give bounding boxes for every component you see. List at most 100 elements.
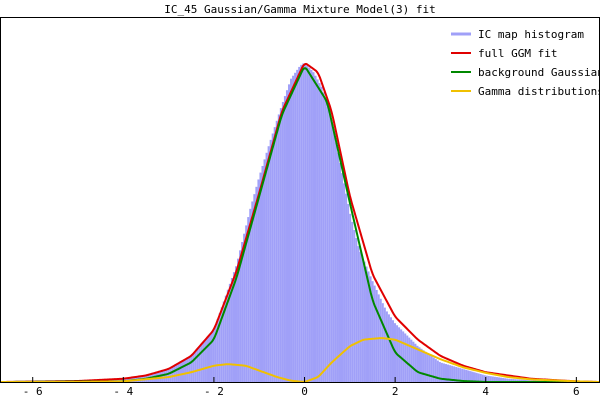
histogram-bar — [334, 142, 337, 382]
histogram-bar — [424, 351, 427, 382]
histogram-bar — [277, 114, 280, 382]
histogram-bar — [463, 369, 466, 382]
histogram-bar — [371, 281, 374, 382]
histogram-bar — [483, 375, 486, 382]
histogram-bar — [167, 368, 170, 382]
histogram-bar — [416, 345, 419, 382]
histogram-bar — [412, 341, 415, 382]
histogram-bar — [522, 379, 525, 382]
histogram-bar — [451, 365, 454, 382]
histogram-bar — [232, 272, 235, 382]
histogram-bar — [359, 251, 362, 382]
histogram-bar — [324, 99, 327, 382]
histogram-bar — [214, 324, 217, 382]
x-axis: - 6 - 4 - 2 0 2 4 6 — [23, 377, 580, 398]
x-tick-label: 6 — [573, 385, 580, 398]
series-line-full-ggm-fit — [0, 62, 600, 383]
histogram-bar — [455, 366, 458, 382]
histogram-bar — [224, 295, 227, 382]
histogram-bar — [347, 203, 350, 382]
histogram-bar — [186, 358, 189, 382]
histogram-bar — [381, 303, 384, 382]
histogram-bar — [179, 361, 182, 382]
histogram-bar — [275, 120, 278, 382]
histogram-bar — [316, 79, 319, 383]
histogram-bar — [226, 289, 229, 382]
histogram-bar — [353, 229, 356, 382]
histogram-bar — [338, 162, 341, 382]
x-tick-label: 4 — [482, 385, 489, 398]
histogram-bar — [481, 374, 484, 382]
histogram-bar — [249, 208, 252, 382]
histogram-bar — [290, 78, 293, 382]
histogram-bar — [283, 96, 286, 382]
histogram-bar — [204, 339, 207, 382]
legend-entry: IC map histogram — [451, 28, 584, 41]
histogram-bar — [202, 341, 205, 382]
histogram-bar — [426, 353, 429, 382]
histogram-bar — [489, 376, 492, 382]
x-tick-label: - 4 — [113, 385, 133, 398]
histogram-bar — [436, 360, 439, 382]
histogram-bar — [385, 311, 388, 382]
legend-entry: Gamma distributions — [451, 85, 600, 98]
histogram-bar — [422, 350, 425, 382]
histogram-bar — [269, 139, 272, 382]
histogram-bar — [267, 146, 270, 382]
histogram-bar — [322, 92, 325, 383]
histogram-bar — [495, 377, 498, 382]
histogram-bar — [222, 301, 225, 382]
plot-area — [0, 62, 600, 383]
histogram-bar — [237, 258, 240, 382]
histogram-bar — [369, 276, 372, 382]
histogram-bar — [418, 347, 421, 382]
histogram-bar — [345, 193, 348, 382]
histogram-bar — [271, 133, 274, 382]
histogram-bar — [518, 379, 521, 382]
histogram-bar — [241, 242, 244, 382]
histogram-bar — [332, 132, 335, 382]
histogram-bar — [510, 378, 513, 382]
chart-title: IC_45 Gaussian/Gamma Mixture Model(3) fi… — [164, 3, 436, 16]
histogram-bar — [298, 66, 301, 383]
histogram-bar — [161, 370, 164, 382]
histogram-bar — [212, 330, 215, 382]
histogram-bar — [341, 173, 344, 382]
histogram-bar — [343, 183, 346, 382]
histogram-bar — [328, 114, 331, 383]
histogram-bar — [438, 362, 441, 382]
histogram-bar — [351, 221, 354, 382]
histogram-bar — [473, 372, 476, 382]
histogram-bar — [220, 307, 223, 382]
histogram-bar — [245, 225, 248, 382]
histogram-bar — [247, 217, 250, 382]
histogram-bar — [406, 335, 409, 382]
histogram-bar — [304, 63, 307, 382]
histogram-bar — [314, 75, 317, 382]
histogram-bar — [198, 346, 201, 382]
histogram-bar — [491, 376, 494, 382]
histogram-bar — [479, 374, 482, 382]
histogram-bar — [367, 271, 370, 382]
histogram-bar — [171, 366, 174, 382]
histogram-bar — [453, 366, 456, 382]
histogram-bar — [330, 121, 333, 383]
histogram-bar — [383, 307, 386, 382]
histogram-bar — [363, 261, 366, 382]
histogram-bar — [357, 246, 360, 382]
histogram-bar — [391, 320, 395, 382]
histogram-bar — [263, 159, 266, 382]
histogram-bar — [234, 266, 238, 382]
histogram-bar — [508, 378, 511, 382]
histogram-bar — [402, 331, 405, 382]
histogram-bar — [285, 90, 288, 382]
histogram-bar — [504, 378, 507, 382]
histogram-bar — [467, 370, 470, 382]
histogram-bar — [502, 377, 505, 382]
histogram-bar — [449, 365, 452, 382]
histogram-bar — [349, 213, 352, 382]
series-line-gamma-distributions — [1, 337, 600, 383]
histogram-bar — [194, 351, 197, 382]
legend-entry: background Gaussian — [451, 66, 600, 79]
histogram-bar — [524, 379, 527, 382]
